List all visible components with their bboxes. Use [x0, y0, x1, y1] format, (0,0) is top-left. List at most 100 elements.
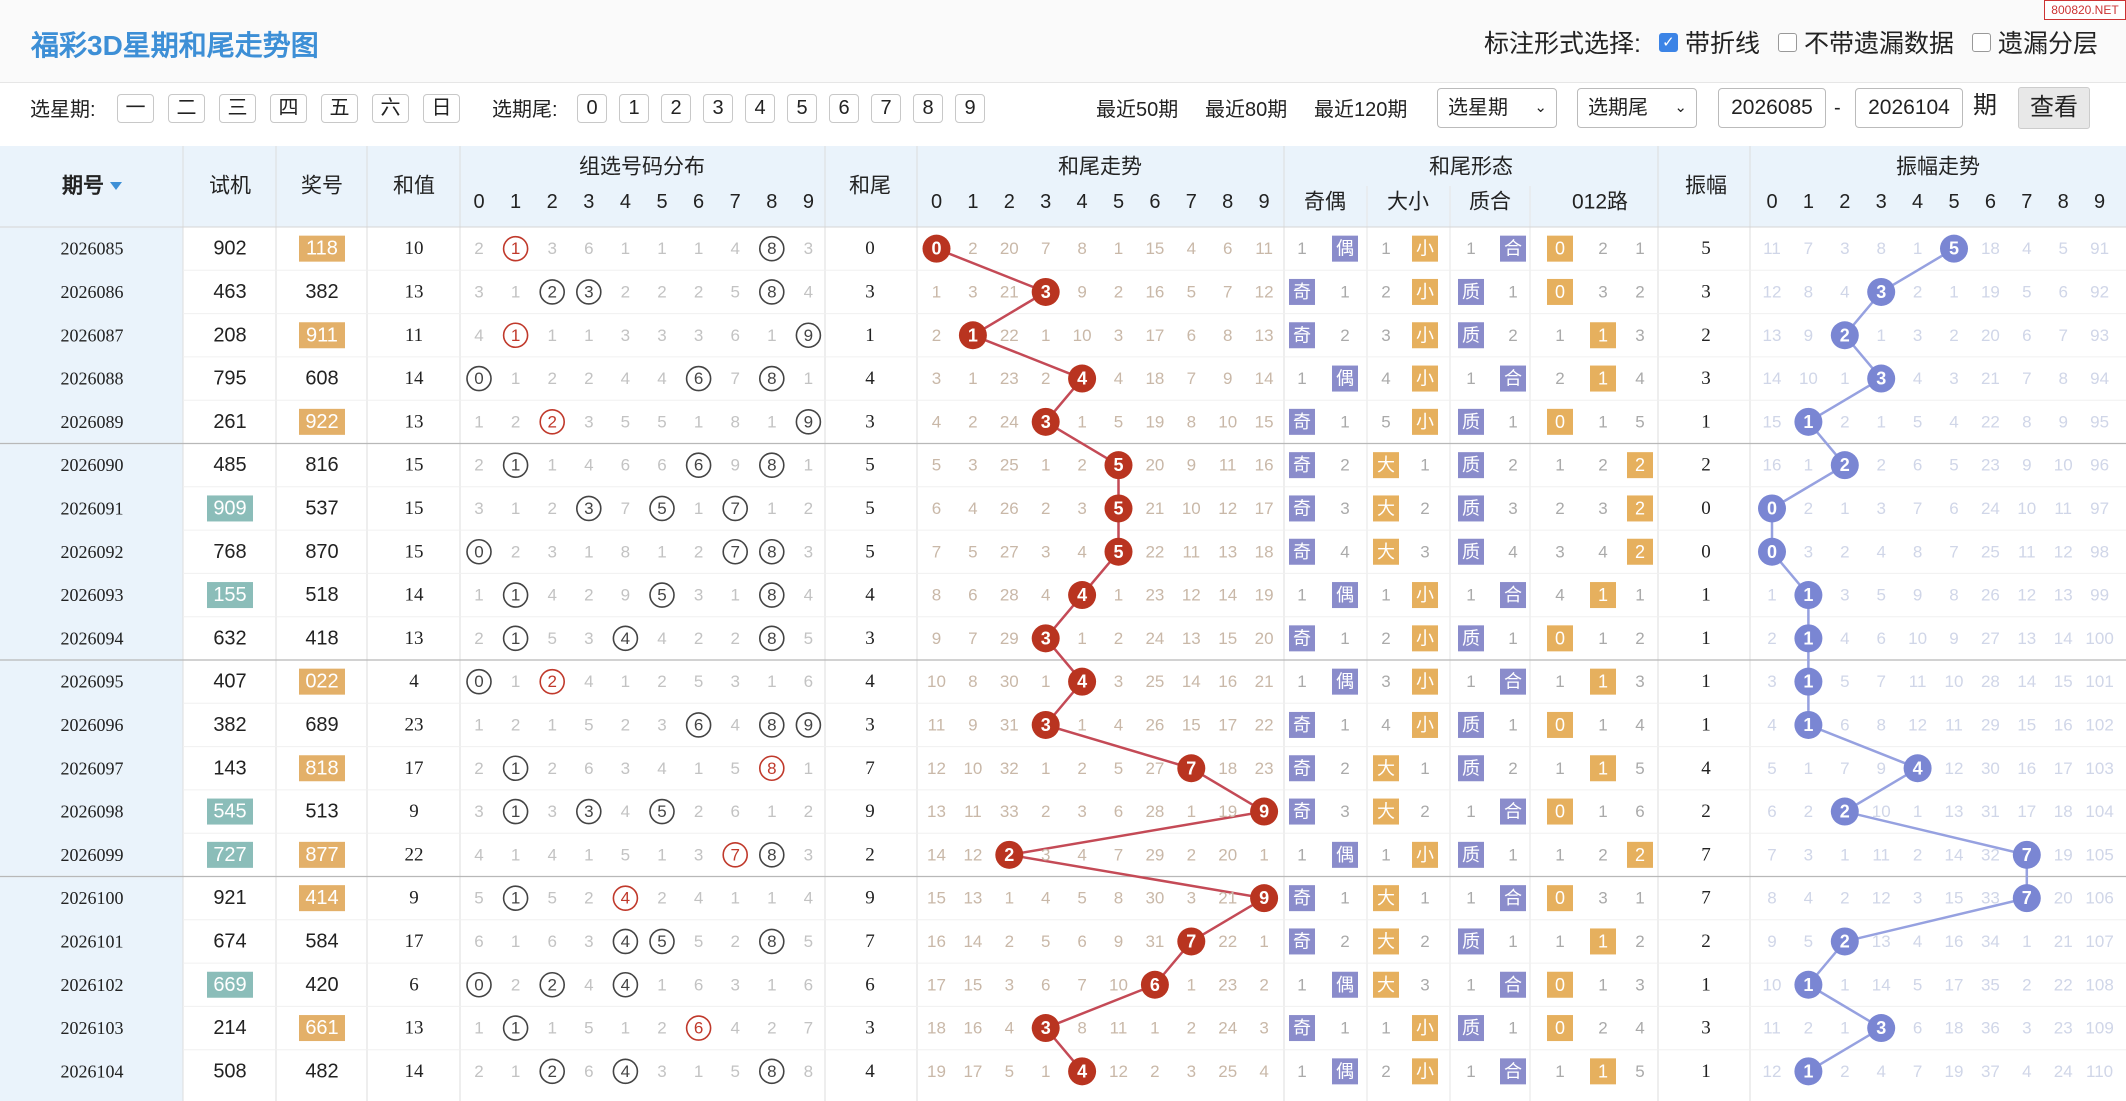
amplitude-missing-count: 2	[1840, 412, 1849, 431]
option-without-missing-data[interactable]: 不带遗漏数据	[1777, 24, 1954, 60]
tail-chip-6[interactable]: 6	[829, 94, 859, 123]
missing-count: 6	[657, 456, 666, 475]
tail-missing-count: 18	[927, 1019, 946, 1038]
weekday-chip-fri[interactable]: 五	[321, 94, 358, 123]
tail-ball-label: 4	[1077, 672, 1087, 692]
issue-cell: 2026101	[61, 931, 124, 951]
drawn-digit-circle	[685, 452, 712, 478]
drawn-digit: 5	[657, 499, 666, 518]
tail-missing-count: 2	[932, 326, 941, 345]
tail-chip-2[interactable]: 2	[661, 94, 691, 123]
sum-cell: 9	[409, 801, 419, 822]
tail-missing-count: 18	[1255, 542, 1274, 561]
amplitude-ball-label: 3	[1876, 369, 1886, 389]
test-highlight	[207, 495, 253, 522]
dist-digit-header: 5	[656, 191, 667, 213]
missing-count: 6	[584, 759, 593, 778]
checkbox-checked-icon[interactable]: ✓	[1658, 32, 1678, 52]
shape-missing-count: 2	[1340, 326, 1349, 345]
drawn-digit-circle	[758, 452, 785, 478]
shape-badge-label: 小	[1416, 412, 1434, 432]
amplitude-missing-count: 33	[1981, 889, 2000, 908]
shape-badge	[1373, 495, 1399, 522]
weekday-chip-tue[interactable]: 二	[168, 94, 205, 123]
tail-missing-count: 22	[1000, 326, 1019, 345]
trend-digit-header: 9	[1259, 191, 1270, 213]
tail-ball	[1177, 927, 1206, 956]
issue-cell: 2026085	[61, 239, 124, 259]
amplitude-missing-count: 104	[2085, 802, 2113, 821]
weekday-chip-sun[interactable]: 日	[423, 94, 460, 123]
checkbox-icon[interactable]	[1777, 32, 1797, 52]
amplitude-missing-count: 7	[1767, 845, 1776, 864]
amplitude-missing-count: 15	[2017, 715, 2036, 734]
tail-cell: 4	[865, 368, 875, 389]
shape-missing-count: 1	[1598, 629, 1607, 648]
tail-cell: 5	[865, 455, 875, 476]
tail-missing-count: 2	[1041, 802, 1050, 821]
tail-chip-9[interactable]: 9	[955, 94, 985, 123]
recent-50-link[interactable]: 最近50期	[1096, 99, 1179, 121]
tail-missing-count: 1	[1077, 629, 1086, 648]
amplitude-ball	[1794, 581, 1823, 610]
checkbox-icon[interactable]	[1971, 32, 1991, 52]
weekday-select[interactable]: 选星期 ⌄	[1437, 88, 1557, 128]
drawn-digit-circle	[502, 625, 529, 652]
amplitude-cell: 2	[1701, 801, 1711, 822]
shape-missing-count: 5	[1381, 412, 1390, 431]
weekday-chip-wed[interactable]: 三	[219, 94, 256, 123]
option-missing-layering[interactable]: 遗漏分层	[1971, 24, 2098, 60]
weekday-chip-sat[interactable]: 六	[372, 94, 409, 123]
query-button[interactable]: 查看	[2018, 87, 2090, 129]
tail-select[interactable]: 选期尾 ⌄	[1577, 88, 1697, 128]
amplitude-missing-count: 11	[1909, 672, 1927, 691]
shape-badge-label: 小	[1416, 369, 1434, 389]
missing-count: 3	[584, 629, 593, 648]
amplitude-missing-count: 13	[1872, 932, 1891, 951]
tail-cell: 3	[865, 1018, 875, 1039]
missing-count: 2	[584, 889, 593, 908]
amplitude-ball-label: 1	[1803, 672, 1813, 692]
shape-missing-count: 6	[1635, 802, 1644, 821]
drawn-digit: 8	[767, 282, 776, 301]
tail-chip-7[interactable]: 7	[871, 94, 901, 123]
weekday-chip-thu[interactable]: 四	[270, 94, 307, 123]
recent-120-link[interactable]: 最近120期	[1314, 99, 1408, 121]
award-number-cell: 537	[305, 497, 338, 519]
tail-missing-count: 14	[963, 932, 982, 951]
start-issue-input[interactable]: 2026085	[1718, 88, 1826, 128]
dist-digit-header: 9	[803, 191, 814, 213]
issue-cell: 2026094	[61, 628, 124, 648]
tail-missing-count: 20	[1255, 629, 1274, 648]
tail-missing-count: 1	[1259, 845, 1268, 864]
recent-80-link[interactable]: 最近80期	[1205, 99, 1288, 121]
amplitude-missing-count: 18	[1981, 239, 2000, 258]
test-highlight	[207, 798, 253, 825]
drawn-digit: 0	[474, 672, 483, 691]
shape-missing-count: 2	[1508, 326, 1517, 345]
option-with-polyline[interactable]: ✓ 带折线	[1658, 24, 1760, 60]
amplitude-missing-count: 16	[1945, 932, 1964, 951]
amplitude-missing-count: 6	[1876, 629, 1885, 648]
shape-missing-count: 1	[1297, 369, 1306, 388]
missing-count: 2	[474, 759, 483, 778]
tail-chip-4[interactable]: 4	[745, 94, 775, 123]
tail-missing-count: 7	[1077, 975, 1086, 994]
tail-chip-0[interactable]: 0	[577, 94, 607, 123]
tail-missing-count: 25	[1000, 456, 1019, 475]
shape-missing-count: 1	[1340, 629, 1349, 648]
weekday-chip-mon[interactable]: 一	[117, 94, 154, 123]
tail-chip-3[interactable]: 3	[703, 94, 733, 123]
drawn-digit-circle	[795, 409, 822, 435]
amplitude-missing-count: 16	[2054, 715, 2073, 734]
amplitude-missing-count: 1	[1949, 282, 1958, 301]
tail-missing-count: 1	[1041, 759, 1050, 778]
tail-chip-1[interactable]: 1	[619, 94, 649, 123]
tail-missing-count: 10	[927, 672, 946, 691]
tail-chip-8[interactable]: 8	[913, 94, 943, 123]
amplitude-cell: 1	[1701, 714, 1711, 735]
tail-chip-5[interactable]: 5	[787, 94, 817, 123]
sum-cell: 9	[409, 888, 419, 909]
missing-count: 5	[694, 932, 703, 951]
end-issue-input[interactable]: 2026104	[1855, 88, 1963, 128]
